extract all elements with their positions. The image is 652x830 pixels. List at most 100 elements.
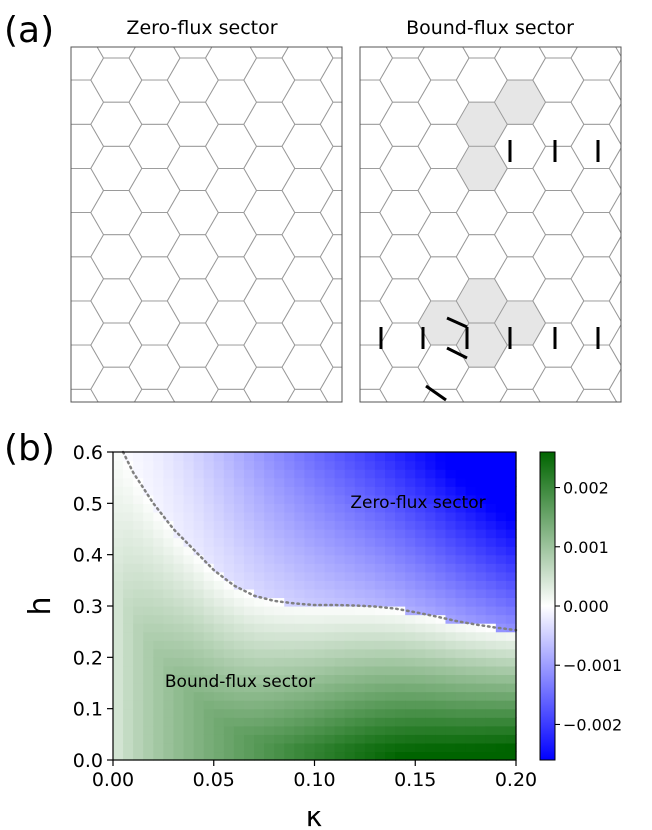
heatmap-cell [364,606,376,616]
heatmap-cell [173,469,185,479]
lattice-hex [71,47,105,81]
heatmap-cell [123,742,134,753]
heatmap-cell [193,751,205,761]
heatmap-cell [505,708,517,718]
heatmap-cell [173,614,185,624]
lattice-hex [380,411,431,455]
heatmap-cell [153,571,164,581]
heatmap-cell [163,571,175,581]
heatmap-cell [304,546,316,556]
lattice-hex [243,278,296,324]
heatmap-cell [354,717,366,727]
colorbar-gradient [539,451,556,761]
heatmap-cell [284,597,295,607]
heatmap-cell [304,486,316,496]
lattice-hex [360,344,394,390]
heatmap-cell [425,717,437,727]
heatmap-cell [203,597,215,607]
heatmap-cell [123,691,134,701]
heatmap-cell [213,691,225,701]
lattice-hex [166,145,219,191]
heatmap-cell [294,520,306,530]
heatmap-cell [364,588,376,599]
colorbar-tick-label: 0.001 [563,538,609,557]
heatmap-cell [153,725,164,735]
heatmap-cell [294,734,306,744]
heatmap-cell [233,700,245,710]
heatmap-cell [405,571,416,581]
lattice-hex [243,322,296,368]
heatmap-cell [274,563,285,573]
heatmap-cell [113,648,124,658]
heatmap-cell [294,494,306,504]
heatmap-cell [274,486,285,496]
heatmap-cell [233,691,245,701]
heatmap-cell [123,452,134,462]
heatmap-cell [455,503,467,513]
lattice-hex [570,212,621,258]
heatmap-cell [455,700,467,710]
heatmap-cell [395,580,406,590]
heatmap-cell [324,511,336,522]
heatmap-cell [153,674,164,684]
heatmap-cell [133,563,144,573]
heatmap-cell [304,452,316,462]
heatmap-cell [495,477,507,487]
heatmap-cell [203,700,215,710]
heatmap-cell [284,580,295,590]
heatmap-cell [334,691,346,701]
heatmap-cell [243,460,255,470]
heatmap-cell [203,708,215,718]
heatmap-cell [485,717,497,727]
heatmap-cell [264,700,275,710]
lattice-hex [608,279,621,323]
heatmap-cell [495,486,507,496]
left-lattice-title: Zero-flux sector [126,17,277,39]
heatmap-cell [314,640,326,650]
heatmap-cell [203,717,215,727]
heatmap-cell [354,537,366,547]
heatmap-cell [143,751,154,761]
heatmap-cell [405,691,416,701]
heatmap-cell [395,751,406,761]
lattice-hex [360,388,388,402]
heatmap-cell [445,683,457,693]
heatmap-cell [123,520,134,530]
heatmap-cell [254,648,265,658]
heatmap-cell [163,614,175,624]
heatmap-cell [284,742,295,753]
heatmap-cell [223,717,235,727]
heatmap-cell [324,571,336,581]
heatmap-cell [254,742,265,753]
lattice-hex [320,411,371,455]
heatmap-cell [395,571,406,581]
heatmap-cell [193,742,205,753]
heatmap-cell [183,588,195,599]
heatmap-cell [243,571,255,581]
heatmap-cell [445,725,457,735]
heatmap-cell [324,640,336,650]
heatmap-cell [183,597,195,607]
heatmap-cell [445,563,457,573]
heatmap-cell [364,717,376,727]
heatmap-cell [294,665,306,676]
heatmap-cell [223,742,235,753]
heatmap-cell [143,665,154,676]
heatmap-cell [395,614,406,624]
heatmap-cell [274,674,285,684]
heatmap-cell [304,571,316,581]
heatmap-cell [415,674,426,684]
heatmap-cell [213,477,225,487]
heatmap-cell [435,580,447,590]
heatmap-cell [344,563,356,573]
heatmap-cell [445,734,457,744]
heatmap-cell [304,494,316,504]
heatmap-cell [415,734,426,744]
heatmap-cell [143,597,154,607]
heatmap-cell [163,648,175,658]
lattice-hex [379,234,432,280]
heatmap-cell [233,554,245,564]
heatmap-cell [213,546,225,556]
lattice-hex [570,344,621,390]
heatmap-cell [405,511,416,522]
